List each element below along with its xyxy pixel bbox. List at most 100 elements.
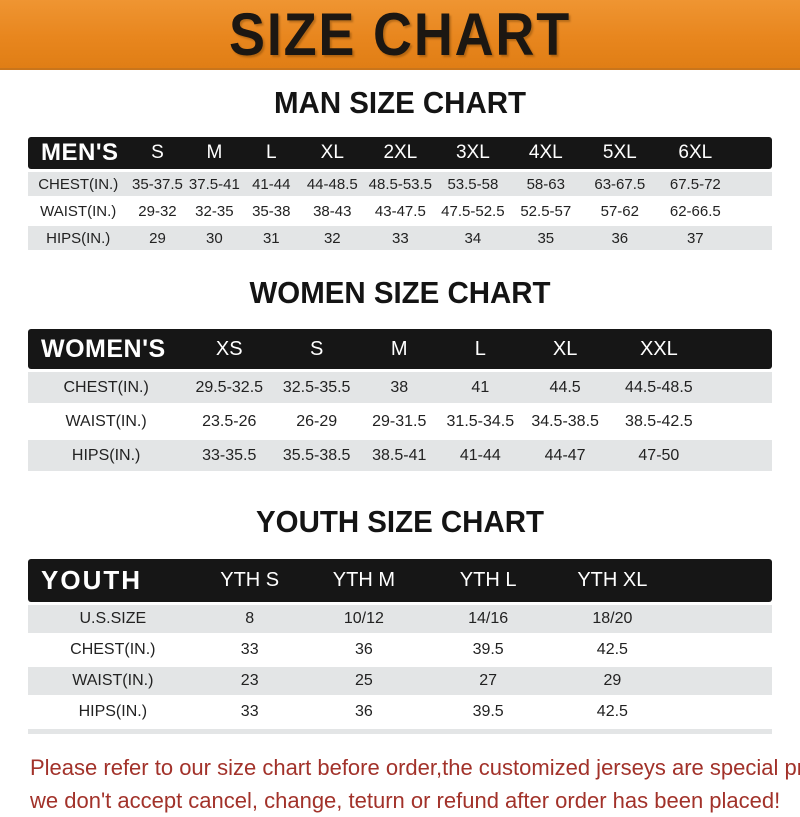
column-header: XL — [300, 137, 365, 169]
column-header: L — [439, 329, 522, 369]
column-header: YTH L — [426, 559, 551, 602]
column-header: YTH M — [301, 559, 427, 602]
size-cell: 47-50 — [609, 440, 709, 471]
header-row: MEN'S S M L XL 2XL 3XL 4XL 5XL 6XL — [28, 137, 772, 169]
size-cell: 36 — [582, 226, 658, 250]
row-label: U.S.SIZE — [28, 605, 198, 633]
table-row: U.S.SIZE 8 10/12 14/16 18/20 — [28, 605, 772, 633]
section-women: WOMEN SIZE CHART WOMEN'S XS S M L XL XXL CHEST(I… — [28, 275, 772, 474]
size-cell: 41-44 — [439, 440, 522, 471]
row-label: WAIST(IN.) — [65, 412, 147, 430]
size-cell: 38.5-42.5 — [625, 412, 693, 430]
size-cell: 29 — [128, 226, 187, 250]
women-size-table: WOMEN'S XS S M L XL XXL CHEST(IN.) 29.5-32.5 32.5… — [28, 326, 772, 474]
spacer-cell — [708, 372, 772, 403]
size-cell: 36 — [355, 703, 373, 720]
column-header: 6XL — [657, 137, 734, 169]
row-label: WAIST(IN.) — [40, 202, 117, 220]
size-cell: 33 — [364, 226, 437, 250]
notice-line-1: Please refer to our size chart before or… — [30, 755, 800, 780]
size-cell: 35-37.5 — [128, 172, 187, 196]
size-cell: 62-66.5 — [669, 202, 721, 220]
column-header: XL — [521, 329, 610, 369]
size-cell: 57-62 — [600, 202, 639, 220]
size-cell: 23.5-26 — [202, 412, 257, 430]
size-cell: 32.5-35.5 — [274, 372, 360, 403]
size-cell: 26-29 — [296, 412, 338, 430]
spacer-cell — [708, 440, 772, 471]
column-header: 3XL — [436, 137, 510, 169]
row-label: HIPS(IN.) — [28, 226, 129, 250]
spacer-cell — [733, 137, 772, 169]
table-row: CHEST(IN.) 29.5-32.5 32.5-35.5 38 41 44.5 44.5… — [28, 372, 772, 403]
footer-notice: Please refer to our size chart before or… — [30, 751, 800, 817]
size-cell: 31 — [242, 226, 301, 250]
column-header: 4XL — [509, 137, 583, 169]
row-label: CHEST(IN.) — [28, 372, 185, 403]
header-row: WOMEN'S XS S M L XL XXL — [28, 329, 772, 369]
size-cell: 41-44 — [242, 172, 301, 196]
size-cell: 43-47.5 — [374, 202, 426, 220]
section-title-men: MAN SIZE CHART — [274, 85, 526, 120]
size-cell: 53.5-58 — [436, 172, 510, 196]
size-cell: 35 — [509, 226, 583, 250]
row-label: CHEST(IN.) — [70, 641, 156, 658]
size-cell: 39.5 — [472, 703, 504, 720]
column-header: XXL — [609, 329, 709, 369]
size-cell: 34 — [436, 226, 510, 250]
spacer-cell — [709, 406, 772, 437]
column-header: S — [128, 137, 187, 169]
size-cell: 42.5 — [596, 703, 628, 720]
size-cell: 63-67.5 — [582, 172, 658, 196]
spacer-cell — [733, 199, 772, 223]
section-title-youth: YOUTH SIZE CHART — [256, 504, 544, 539]
table-group-label: WOMEN'S — [28, 329, 185, 369]
size-cell: 47.5-52.5 — [441, 202, 505, 220]
size-cell: 37 — [657, 226, 734, 250]
size-cell: 29.5-32.5 — [184, 372, 275, 403]
size-cell: 36 — [355, 641, 373, 658]
size-cell: 33-35.5 — [184, 440, 275, 471]
men-size-table: MEN'S S M L XL 2XL 3XL 4XL 5XL 6XL CHEST(IN.) 35-37… — [28, 134, 772, 253]
row-label: CHEST(IN.) — [28, 172, 129, 196]
size-cell: 18/20 — [550, 605, 675, 633]
table-group-label: MEN'S — [28, 137, 129, 169]
size-cell: 23 — [197, 667, 302, 695]
notice-line-2: we don't accept cancel, change, teturn o… — [30, 788, 781, 813]
size-cell: 35.5-38.5 — [274, 440, 360, 471]
table-row: HIPS(IN.) 29 30 31 32 33 34 35 36 37 — [28, 226, 772, 250]
spacer-cell — [733, 172, 772, 196]
header-row: YOUTH YTH S YTH M YTH L YTH XL — [28, 559, 772, 602]
spacer-cell — [674, 636, 772, 664]
size-cell: 39.5 — [472, 641, 504, 658]
size-cell: 31.5-34.5 — [446, 412, 515, 430]
row-label: HIPS(IN.) — [28, 440, 185, 471]
size-cell: 29-31.5 — [372, 412, 427, 430]
size-cell: 33 — [240, 641, 259, 658]
size-cell: 10/12 — [301, 605, 427, 633]
column-header: YTH XL — [550, 559, 675, 602]
column-header: 2XL — [364, 137, 437, 169]
size-cell: 29-32 — [138, 202, 177, 220]
table-row: CHEST(IN.) 33 36 39.5 42.5 — [28, 636, 772, 664]
size-cell: 33 — [240, 703, 259, 720]
size-cell: 29 — [550, 667, 675, 695]
column-header: 5XL — [582, 137, 658, 169]
size-cell: 52.5-57 — [520, 202, 572, 220]
spacer-cell — [733, 226, 772, 250]
row-label: HIPS(IN.) — [78, 703, 148, 720]
size-cell: 27 — [426, 667, 551, 695]
column-header: S — [274, 329, 360, 369]
size-cell: 48.5-53.5 — [364, 172, 437, 196]
spacer-cell — [708, 329, 772, 369]
table-row: HIPS(IN.) 33 36 39.5 42.5 — [28, 698, 772, 726]
size-cell: 37.5-41 — [186, 172, 243, 196]
size-cell: 32 — [300, 226, 365, 250]
table-row: HIPS(IN.) 33-35.5 35.5-38.5 38.5-41 41-44 44-… — [28, 440, 772, 471]
size-cell: 34.5-38.5 — [531, 412, 599, 430]
size-cell: 38-43 — [313, 202, 352, 220]
spacer-cell — [674, 698, 772, 726]
size-cell: 38.5-41 — [359, 440, 440, 471]
size-cell: 67.5-72 — [657, 172, 734, 196]
table-row: WAIST(IN.) 29-32 32-35 35-38 38-43 43-47.5 47.… — [28, 199, 772, 223]
